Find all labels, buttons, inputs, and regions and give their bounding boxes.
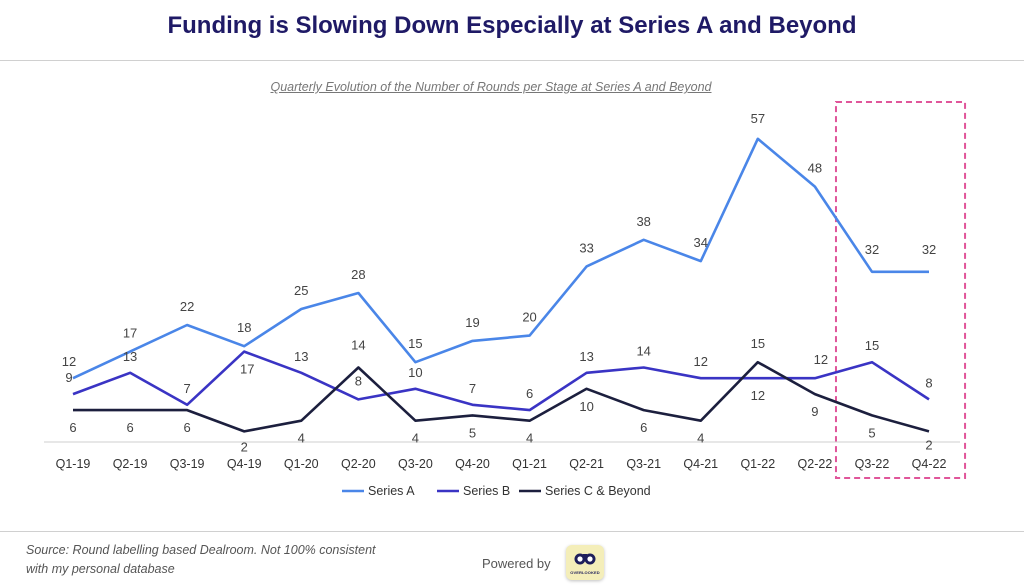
data-label: 12 — [694, 354, 708, 369]
data-label: 13 — [294, 349, 308, 364]
data-label: 20 — [522, 310, 536, 325]
data-label: 22 — [180, 299, 194, 314]
x-tick-label: Q1-21 — [512, 457, 547, 471]
series-line-0 — [72, 137, 929, 380]
source-line-1: Source: Round labelling based Dealroom. … — [26, 543, 376, 557]
source-note: Source: Round labelling based Dealroom. … — [26, 541, 376, 579]
data-label: 6 — [69, 420, 76, 435]
series-line-1 — [72, 350, 930, 412]
data-label: 12 — [814, 352, 828, 367]
data-label: 12 — [751, 388, 765, 403]
data-label: 13 — [579, 349, 593, 364]
legend-label: Series B — [463, 484, 510, 498]
data-label: 15 — [408, 336, 422, 351]
data-label: 10 — [408, 365, 422, 380]
data-label: 14 — [351, 338, 365, 353]
data-label: 2 — [925, 437, 932, 452]
x-tick-label: Q3-21 — [626, 457, 661, 471]
data-label: 9 — [811, 404, 818, 419]
data-label: 4 — [526, 431, 533, 446]
data-label: 5 — [868, 425, 875, 440]
data-label: 6 — [640, 420, 647, 435]
data-label: 28 — [351, 267, 365, 282]
data-label: 4 — [697, 431, 704, 446]
x-tick-label: Q2-20 — [341, 457, 376, 471]
data-label: 5 — [469, 425, 476, 440]
x-tick-label: Q3-19 — [170, 457, 205, 471]
data-label: 17 — [123, 326, 137, 341]
footer-divider — [0, 531, 1024, 532]
x-tick-label: Q1-20 — [284, 457, 319, 471]
data-label: 4 — [298, 431, 305, 446]
data-label: 4 — [412, 431, 419, 446]
data-label: 17 — [240, 362, 254, 377]
x-tick-label: Q2-22 — [798, 457, 833, 471]
data-label: 33 — [579, 240, 593, 255]
legend-label: Series C & Beyond — [545, 484, 651, 498]
page-title: Funding is Slowing Down Especially at Se… — [167, 12, 857, 39]
series-line-2 — [73, 360, 930, 433]
data-label: 9 — [65, 370, 72, 385]
data-label: 18 — [237, 320, 251, 335]
x-tick-label: Q1-22 — [740, 457, 775, 471]
data-label: 32 — [922, 242, 936, 257]
source-line-2: with my personal database — [26, 562, 175, 576]
data-label: 6 — [126, 420, 133, 435]
data-label: 6 — [184, 420, 191, 435]
overlooked-logo: OVERLOOKED — [566, 545, 604, 580]
x-tick-label: Q4-20 — [455, 457, 490, 471]
data-label: 57 — [751, 111, 765, 126]
data-label: 15 — [865, 338, 879, 353]
data-label: 25 — [294, 283, 308, 298]
x-tick-label: Q3-22 — [855, 457, 890, 471]
x-tick-label: Q4-21 — [683, 457, 718, 471]
data-label: 10 — [579, 399, 593, 414]
x-tick-label: Q2-19 — [113, 457, 148, 471]
logo-text: OVERLOOKED — [570, 570, 600, 575]
data-label: 19 — [465, 315, 479, 330]
data-label: 32 — [865, 242, 879, 257]
data-label: 48 — [808, 161, 822, 176]
data-label: 15 — [751, 336, 765, 351]
x-tick-label: Q2-21 — [569, 457, 604, 471]
data-label: 8 — [355, 373, 362, 388]
data-label: 8 — [925, 375, 932, 390]
legend-label: Series A — [368, 484, 415, 498]
x-tick-label: Q4-22 — [912, 457, 947, 471]
highlight-layer — [834, 101, 967, 479]
data-label: 13 — [123, 349, 137, 364]
title-divider — [0, 60, 1024, 61]
legend: Series A Series B Series C & Beyond — [342, 484, 651, 498]
binoculars-icon — [574, 553, 596, 565]
data-label: 12 — [62, 354, 76, 369]
data-label: 2 — [241, 439, 248, 454]
x-tick-label: Q1-19 — [56, 457, 91, 471]
series-layer — [72, 137, 930, 433]
data-label: 34 — [694, 235, 708, 250]
highlight-box — [834, 101, 967, 479]
chart-title: Quarterly Evolution of the Number of Rou… — [270, 80, 712, 94]
data-label: 14 — [636, 344, 650, 359]
data-label: 7 — [469, 381, 476, 396]
x-tick-label: Q3-20 — [398, 457, 433, 471]
data-label: 6 — [526, 386, 533, 401]
data-label: 7 — [184, 381, 191, 396]
x-tick-label: Q4-19 — [227, 457, 262, 471]
powered-by-label: Powered by — [482, 556, 551, 571]
x-tick-labels-layer: Q1-19 Q2-19 Q3-19 Q4-19 Q1-20 Q2-20 Q3-20 Q4-20… — [56, 457, 947, 471]
data-label: 38 — [636, 214, 650, 229]
